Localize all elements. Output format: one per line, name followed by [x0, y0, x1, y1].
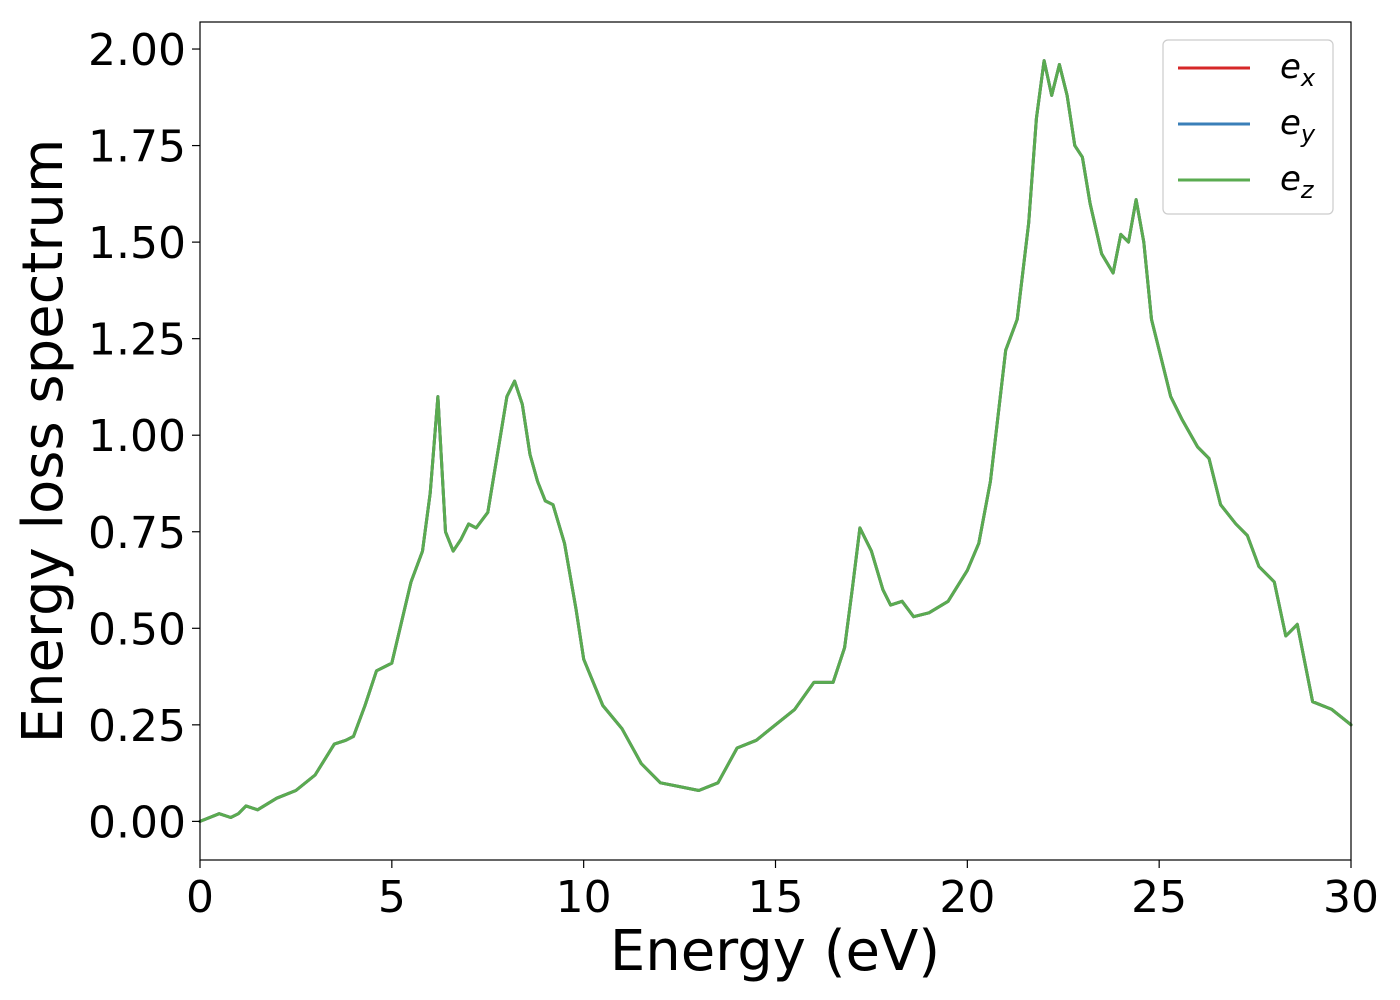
x-tick-label: 30	[1323, 872, 1379, 923]
plot-area	[200, 22, 1351, 860]
x-tick-label: 5	[378, 872, 406, 923]
x-axis-label: Energy (eV)	[610, 919, 940, 984]
legend-label-e-x: ex	[1280, 47, 1316, 92]
y-axis: 0.00 0.25 0.50 0.75 1.00 1.25 1.50 1.75 2.00	[88, 25, 200, 848]
y-axis-label: Energy loss spectrum	[11, 139, 76, 744]
y-tick-label: 1.00	[88, 411, 186, 462]
legend-label-e-y: ey	[1280, 103, 1316, 148]
y-tick-label: 0.50	[88, 604, 186, 655]
y-tick-label: 2.00	[88, 25, 186, 76]
y-tick-label: 0.75	[88, 508, 186, 559]
x-tick-label: 25	[1131, 872, 1187, 923]
y-tick-label: 1.75	[88, 122, 186, 173]
y-tick-label: 1.50	[88, 218, 186, 269]
x-tick-label: 10	[556, 872, 612, 923]
legend: ex ey ez	[1162, 39, 1334, 215]
x-tick-label: 20	[939, 872, 995, 923]
x-tick-label: 0	[186, 872, 214, 923]
legend-label-e-z: ez	[1280, 159, 1315, 204]
legend-box	[1162, 39, 1334, 215]
series-layer	[198, 59, 1353, 823]
series-line-e-z	[198, 59, 1353, 823]
x-tick-label: 15	[748, 872, 804, 923]
x-axis: 0 5 10 15 20 25 30	[186, 860, 1379, 923]
y-tick-label: 0.25	[88, 701, 186, 752]
y-tick-label: 1.25	[88, 315, 186, 366]
y-tick-label: 0.00	[88, 797, 186, 848]
